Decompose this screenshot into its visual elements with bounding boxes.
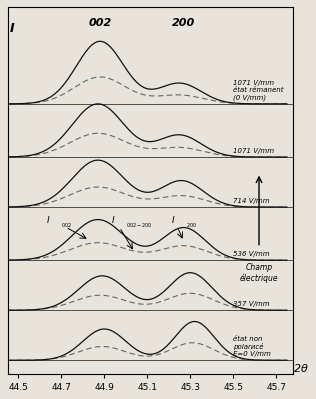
Text: 2$\theta$: 2$\theta$ [293,361,309,373]
Text: $_{002-200}$: $_{002-200}$ [126,221,152,229]
Text: I: I [10,22,14,35]
Text: 536 V/mm: 536 V/mm [233,251,270,257]
Text: I: I [47,216,50,225]
Text: I: I [112,216,114,225]
Text: 714 V/mm: 714 V/mm [233,198,270,204]
Text: 357 V/mm: 357 V/mm [233,301,270,307]
Text: Champ
électrique: Champ électrique [240,263,278,283]
Text: 002: 002 [88,18,112,28]
Text: 1071 V/mm
état rémanent
(0 V/mm): 1071 V/mm état rémanent (0 V/mm) [233,80,284,101]
Text: 1071 V/mm: 1071 V/mm [233,148,274,154]
Text: 200: 200 [172,18,196,28]
Text: $_{002}$: $_{002}$ [61,221,72,229]
Text: $_{200}$: $_{200}$ [186,221,197,229]
Text: I: I [172,216,174,225]
Text: état non
polarисé
E=0 V/mm: état non polarисé E=0 V/mm [233,336,271,357]
